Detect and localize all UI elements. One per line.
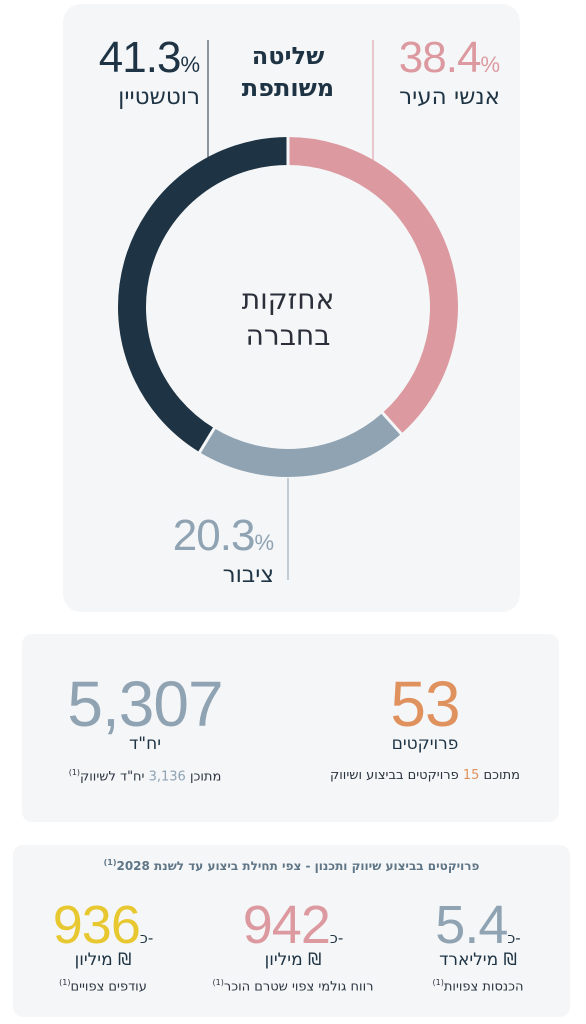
revenues-approx: כ-: [507, 929, 521, 947]
chart-title: שליטה משותפת: [226, 40, 350, 104]
gross-profit-value: 942: [242, 895, 331, 955]
forecast-item-gross-profit: 942כ- מיליון ₪ רווח גולמי צפוי שטרם הוכר…: [200, 898, 386, 994]
forecast-item-revenues: 5.4כ- מיליארד ₪ הכנסות צפויות(1): [400, 898, 556, 994]
gross-profit-label: רווח גולמי צפוי שטרם הוכר(1): [200, 978, 386, 994]
public-label: ציבור: [222, 562, 274, 588]
chart-title-line2: משותפת: [241, 74, 335, 102]
gross-profit-approx: כ-: [329, 929, 344, 947]
surpluses-ref: (1): [59, 978, 71, 987]
revenues-unit: מיליארד ₪: [439, 950, 517, 970]
town-people-label: אנשי העיר: [399, 84, 500, 110]
surpluses-value: 936: [52, 895, 141, 955]
stats-card: [22, 634, 559, 822]
units-note-ref: (1): [68, 768, 81, 777]
revenues-ref: (1): [432, 978, 444, 987]
projects-note-prefix: מתוכם: [483, 768, 520, 783]
public-value: 20.3: [172, 511, 256, 560]
rothstein-label: רוטשטיין: [118, 84, 200, 110]
revenues-label-text: הכנסות צפויות: [443, 979, 524, 995]
donut-center-label: אחזקות בחברה: [208, 282, 368, 354]
projects-note: מתוכם 15 פרויקטים בביצוע ושיווק: [305, 768, 545, 783]
forecast-header: פרויקטים בביצוע שיווק ותכנון - צפי תחילת…: [40, 858, 543, 873]
stat-units: 5,307 יח"ד מתוכן 3,136 יח"ד לשיווק(1): [30, 672, 260, 784]
forecast-item-surpluses: 936כ- מיליון ₪ עודפים צפויים(1): [28, 898, 178, 994]
revenues-value: 5.4: [435, 895, 508, 955]
surpluses-label-text: עודפים צפויים: [70, 979, 147, 995]
gross-profit-unit: מיליון ₪: [264, 950, 322, 970]
center-label-line1: אחזקות: [241, 283, 335, 316]
units-note-number: 3,136: [148, 769, 186, 785]
units-note-prefix: מתוכן: [189, 769, 222, 785]
revenues-label: הכנסות צפויות(1): [400, 978, 556, 994]
chart-title-line1: שליטה: [251, 42, 325, 70]
gross-profit-ref: (1): [212, 978, 224, 987]
projects-note-suffix: פרויקטים בביצוע ושיווק: [330, 768, 459, 783]
rothstein-value: 41.3: [98, 33, 182, 82]
slice-separator: [380, 410, 404, 437]
surpluses-unit: מיליון ₪: [74, 950, 132, 970]
holdings-donut-chart: [118, 40, 458, 580]
units-note: מתוכן 3,136 יח"ד לשיווק(1): [30, 768, 260, 784]
units-value: 5,307: [67, 668, 223, 740]
public-percent-sign: %: [254, 530, 274, 555]
stat-projects: 53 פרויקטים מתוכם 15 פרויקטים בביצוע ושי…: [305, 672, 545, 783]
donut-slices: [118, 135, 458, 477]
leader-lines: [207, 40, 374, 580]
projects-label: פרויקטים: [391, 734, 459, 754]
donut-slice-rothstein: [118, 137, 289, 453]
surpluses-label: עודפים צפויים(1): [28, 978, 178, 994]
data-label-rothstein: 41.3% רוטשטיין: [96, 36, 200, 109]
data-label-public: 20.3% ציבור: [168, 514, 274, 587]
center-label-line2: בחברה: [245, 319, 331, 352]
town-people-value: 38.4: [398, 33, 482, 82]
surpluses-approx: כ-: [139, 929, 154, 947]
forecast-header-text: פרויקטים בביצוע שיווק ותכנון - צפי תחילת…: [116, 859, 480, 873]
units-note-suffix: יח"ד לשיווק: [80, 769, 145, 785]
projects-value: 53: [390, 668, 460, 740]
forecast-card: [13, 845, 570, 1017]
town-people-percent-sign: %: [480, 52, 500, 77]
gross-profit-label-text: רווח גולמי צפוי שטרם הוכר: [223, 979, 374, 995]
forecast-header-ref: (1): [103, 858, 117, 867]
rothstein-percent-sign: %: [180, 52, 200, 77]
slice-separator: [197, 425, 217, 455]
donut-slice-town-people: [287, 137, 458, 434]
data-label-town-people: 38.4% אנשי העיר: [384, 36, 500, 109]
units-label: יח"ד: [128, 734, 161, 754]
donut-slice-public: [199, 412, 402, 477]
projects-note-number: 15: [462, 768, 480, 783]
